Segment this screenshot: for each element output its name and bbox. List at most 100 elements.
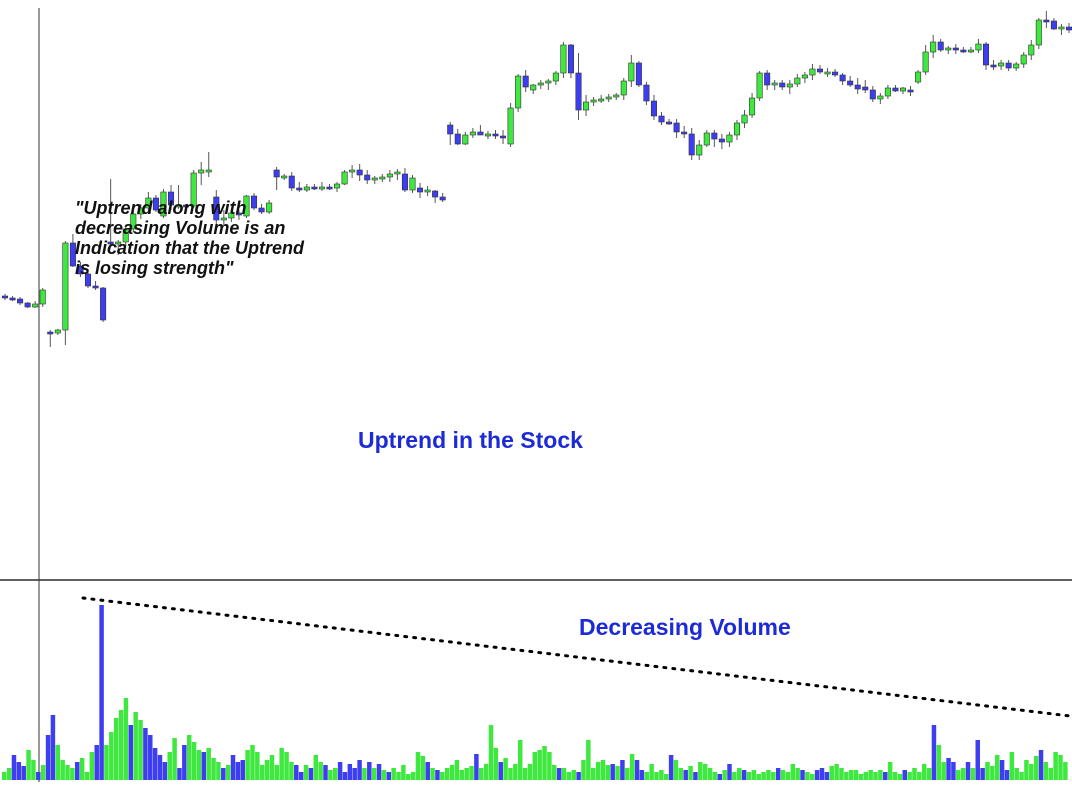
volume-bar xyxy=(415,752,421,780)
candle-body-bull xyxy=(394,171,401,175)
volume-bar xyxy=(824,772,830,780)
candlestick xyxy=(643,82,650,105)
candle-body-bull xyxy=(583,101,590,111)
volume-bar xyxy=(172,738,177,780)
volume-bar xyxy=(298,772,304,780)
volume-bar xyxy=(999,760,1005,780)
volume-bar xyxy=(688,766,693,780)
volume-bar xyxy=(75,762,80,780)
volume-bar xyxy=(503,758,508,780)
volume-bar xyxy=(191,742,197,780)
volume-bar xyxy=(1063,762,1068,780)
candle-body-bull xyxy=(137,207,144,215)
volume-bar xyxy=(795,768,800,780)
candle-body-bull xyxy=(303,186,310,191)
volume-bar xyxy=(367,762,372,780)
candlestick xyxy=(273,167,280,190)
volume-bar xyxy=(654,772,659,780)
volume-bar xyxy=(527,764,533,780)
candle-body-bear xyxy=(288,175,295,189)
volume-bar xyxy=(36,772,41,780)
candlestick xyxy=(84,271,92,288)
volume-bar xyxy=(337,762,343,780)
candlestick xyxy=(266,200,273,214)
annotation-quote: "Uptrend along with decreasing Volume is… xyxy=(75,198,304,278)
volume-bar xyxy=(1024,760,1029,780)
volume-bar xyxy=(727,764,732,780)
volume-bar xyxy=(435,770,440,780)
candlestick xyxy=(537,80,544,89)
volume-bar xyxy=(868,770,873,780)
candlestick xyxy=(39,288,46,307)
candle-body-bull xyxy=(198,169,205,174)
candlestick xyxy=(107,179,114,246)
candlestick xyxy=(92,281,99,290)
volume-bar xyxy=(780,770,786,780)
candlestick xyxy=(432,190,439,203)
volume-bar xyxy=(595,762,601,780)
candlestick xyxy=(1043,11,1050,28)
volume-bar xyxy=(625,768,630,780)
candle-body-bull xyxy=(749,97,756,116)
volume-bar xyxy=(873,772,878,780)
volume-bar xyxy=(936,745,942,780)
candlestick xyxy=(334,182,341,192)
volume-bar xyxy=(746,772,752,780)
candle-body-bull xyxy=(220,217,227,221)
volume-bar xyxy=(946,758,951,780)
candle-body-bull xyxy=(628,62,635,82)
candlestick xyxy=(975,39,982,53)
candle-body-bear xyxy=(258,207,265,213)
volume-bar xyxy=(221,768,226,780)
volume-bar xyxy=(819,768,825,780)
candlestick xyxy=(854,78,861,94)
candlestick xyxy=(296,182,303,192)
candle-body-bull xyxy=(537,82,544,86)
candle-body-bull xyxy=(386,173,393,178)
candlestick xyxy=(454,129,461,145)
candle-body-bear xyxy=(296,187,303,191)
candlestick xyxy=(175,185,182,209)
candle-body-bear xyxy=(1,295,9,299)
candlestick xyxy=(1028,40,1035,60)
volume-bar xyxy=(805,772,810,780)
candlestick xyxy=(899,87,907,94)
volume-bar xyxy=(513,764,518,780)
volume-bar xyxy=(371,768,377,780)
candle-body-bull xyxy=(160,191,167,217)
candlestick xyxy=(613,93,620,100)
candlestick xyxy=(462,132,469,145)
volume-bar xyxy=(883,772,888,780)
candle-body-bull xyxy=(341,171,348,185)
candlestick xyxy=(960,47,967,53)
candlestick xyxy=(515,74,522,112)
candlestick xyxy=(945,46,952,54)
candle-body-bull xyxy=(884,87,891,97)
volume-bar xyxy=(1053,752,1058,780)
volume-bar xyxy=(459,770,465,780)
volume-bar xyxy=(425,762,430,780)
candlestick xyxy=(990,60,997,70)
volume-bar xyxy=(264,760,270,780)
volume-bar xyxy=(829,766,834,780)
volume-bar xyxy=(99,605,104,780)
volume-bar xyxy=(522,768,528,780)
candle-body-bear xyxy=(832,71,839,76)
candlestick xyxy=(424,186,431,196)
candlestick xyxy=(1,294,9,300)
volume-bar xyxy=(775,768,781,780)
candlestick xyxy=(507,103,514,147)
candle-body-bull xyxy=(530,84,537,91)
volume-bar xyxy=(668,755,674,780)
candle-body-bull xyxy=(560,44,567,74)
volume-bar xyxy=(148,735,153,780)
candlestick xyxy=(982,42,990,70)
volume-bar xyxy=(576,772,581,780)
volume-bar xyxy=(615,766,620,780)
candle-body-bull xyxy=(552,72,559,82)
volume-bar xyxy=(89,752,95,780)
candlestick xyxy=(190,170,197,208)
volume-bar xyxy=(761,772,766,780)
volume-bar xyxy=(250,745,255,780)
candle-body-bear xyxy=(364,174,371,181)
